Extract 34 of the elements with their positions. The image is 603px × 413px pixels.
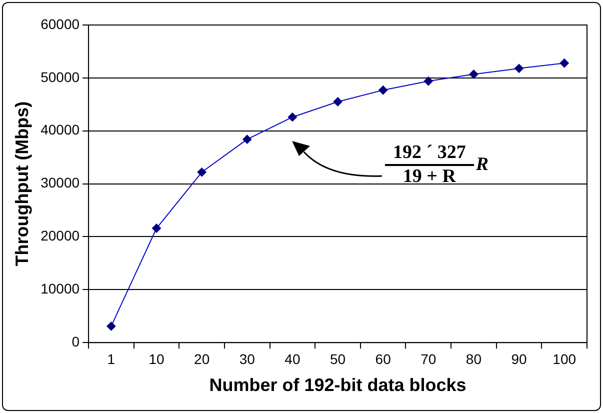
y-tick-label: 10000 — [40, 280, 80, 297]
y-tick-label: 40000 — [40, 122, 80, 138]
point — [560, 58, 569, 68]
y-tick-label: 0 — [72, 333, 80, 350]
x-tick-label: 30 — [239, 350, 256, 367]
point — [288, 112, 297, 122]
y-axis-title: Throughput (Mbps) — [12, 101, 32, 266]
y-tick-label: 50000 — [40, 68, 80, 85]
x-tick-label: 40 — [284, 350, 300, 367]
point — [197, 168, 206, 177]
point — [106, 322, 116, 331]
x-tick-label: 80 — [466, 350, 482, 367]
point — [424, 76, 433, 86]
point — [514, 64, 524, 73]
y-tick-label: 30000 — [40, 174, 80, 191]
x-tick-label: 10 — [148, 350, 164, 367]
annotation: R — [476, 154, 489, 176]
point — [469, 70, 478, 79]
point — [152, 224, 162, 233]
x-tick-label: 50 — [330, 350, 346, 367]
y-tick-label: 60000 — [40, 16, 80, 32]
annotation: 192 ´ 327 — [392, 142, 467, 164]
x-tick-label: 100 — [552, 350, 576, 367]
x-axis-title: Number of 192-bit data blocks — [209, 375, 466, 396]
x-tick-label: 90 — [511, 350, 528, 367]
point — [378, 86, 388, 95]
x-tick-label: 60 — [375, 350, 392, 367]
x-tick-label: 1 — [107, 350, 116, 367]
x-tick-label: 20 — [194, 350, 210, 367]
y-tick-label: 20000 — [40, 228, 80, 244]
annotation: 19 + R — [402, 166, 458, 188]
point — [333, 97, 342, 106]
point — [242, 134, 252, 144]
x-tick-label: 70 — [420, 350, 436, 367]
